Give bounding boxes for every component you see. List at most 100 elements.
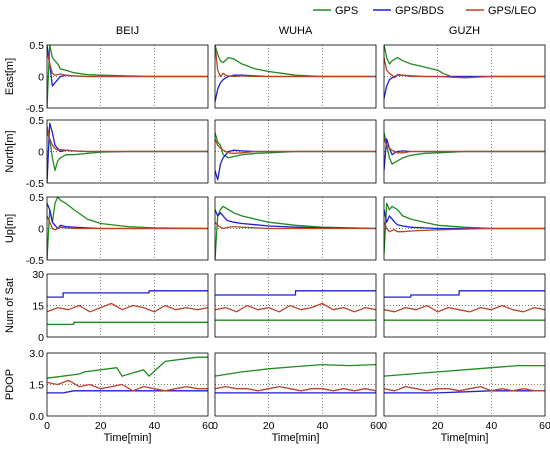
- series-line: [47, 215, 208, 231]
- y-tick-label: 0.0: [29, 411, 44, 423]
- station-title: GUZH: [449, 25, 480, 37]
- series-line: [384, 364, 545, 377]
- panel-frame: [383, 44, 546, 109]
- series-line: [384, 385, 545, 392]
- panel: 0.5 0 -0.5: [26, 115, 209, 190]
- row-ylabel: PDOP: [4, 369, 16, 400]
- y-tick-label: 0: [38, 147, 44, 159]
- series-line: [384, 138, 545, 154]
- x-axis-label: Time[min]: [272, 432, 320, 444]
- panel-frame: [214, 196, 377, 261]
- y-tick-label: -0.5: [26, 178, 44, 190]
- panel: [214, 196, 377, 261]
- panel-background: [215, 353, 376, 416]
- panel: [383, 44, 546, 109]
- row-ylabel: Num of Sat: [4, 278, 16, 333]
- series-line: [215, 290, 376, 296]
- y-tick-label: 0.5: [29, 40, 44, 52]
- panel-frame: [214, 44, 377, 109]
- y-tick-label: 15: [32, 301, 44, 313]
- x-tick-label: 20: [95, 420, 107, 432]
- y-tick-label: 0.5: [29, 192, 44, 204]
- series-line: [47, 126, 208, 153]
- panel-background: [384, 274, 545, 337]
- series-line: [215, 205, 376, 260]
- series-line: [384, 390, 545, 394]
- y-tick-label: -0.5: [26, 255, 44, 267]
- panel: [383, 352, 546, 417]
- y-tick-label: 0: [38, 224, 44, 236]
- x-tick-label: 20: [263, 420, 275, 432]
- panel-background: [47, 274, 208, 337]
- series-line: [215, 221, 376, 230]
- panel-frame: [46, 352, 209, 417]
- x-tick-label: 60: [202, 420, 214, 432]
- series-line: [215, 45, 376, 78]
- x-tick-label: 0: [44, 420, 50, 432]
- series-line: [47, 321, 208, 326]
- series-line: [384, 290, 545, 298]
- panel-frame: [214, 273, 377, 338]
- series-line: [47, 290, 208, 298]
- series-line: [215, 363, 376, 377]
- panel-frame: [383, 352, 546, 417]
- x-tick-label: 0: [212, 420, 218, 432]
- legend-label: GPS/LEO: [488, 5, 537, 17]
- panel: 30 15 0: [32, 269, 209, 344]
- series-line: [384, 221, 545, 233]
- panel: [214, 273, 377, 338]
- legend: GPS GPS/BDS GPS/LEO: [313, 5, 537, 17]
- series-line: [47, 379, 208, 392]
- panel: [383, 119, 546, 184]
- panel-frame: [383, 196, 546, 261]
- panel: 0.5 0 -0.5: [26, 192, 209, 267]
- series-line: [47, 51, 208, 78]
- panel-frame: [214, 352, 377, 417]
- panel-frame: [383, 273, 546, 338]
- series-line: [215, 138, 376, 155]
- series-line: [215, 209, 376, 230]
- panel: [214, 44, 377, 109]
- row-ylabel: East[m]: [4, 58, 16, 95]
- panel-frame: [46, 196, 209, 261]
- series-line: [215, 45, 376, 78]
- y-tick-label: 0.5: [29, 115, 44, 127]
- panel-background: [215, 274, 376, 337]
- y-tick-label: 3.0: [29, 348, 44, 360]
- station-titles: BEIJ WUHA GUZH: [116, 25, 480, 37]
- y-tick-label: -0.5: [26, 103, 44, 115]
- y-tick-label: 30: [32, 269, 44, 281]
- y-tick-label: 0: [38, 332, 44, 344]
- station-title: BEIJ: [116, 25, 139, 37]
- row-ylabel: Up[m]: [4, 214, 16, 243]
- series-line: [47, 302, 208, 313]
- series-line: [384, 57, 545, 79]
- panel: [214, 119, 377, 184]
- panel-frame: [46, 273, 209, 338]
- x-axis-label: Time[min]: [104, 432, 152, 444]
- station-title: WUHA: [279, 25, 313, 37]
- series-line: [215, 385, 376, 392]
- panel: [383, 196, 546, 261]
- panel: 0.5 0 -0.5: [26, 40, 209, 115]
- panel-frame: [46, 119, 209, 184]
- x-axes: 0 20 40 60 Time[min] 0 20 40 60 Time[min] 0 20 40 60 T…: [44, 420, 550, 444]
- x-tick-label: 40: [316, 420, 328, 432]
- series-line: [384, 304, 545, 313]
- row-ylabel: North[m]: [4, 130, 16, 172]
- panel: [214, 352, 377, 417]
- series-line: [384, 202, 545, 254]
- x-tick-label: 60: [539, 420, 550, 432]
- panel-frame: [383, 119, 546, 184]
- legend-label: GPS: [335, 5, 358, 17]
- panel-frame: [214, 119, 377, 184]
- x-tick-label: 20: [432, 420, 444, 432]
- x-tick-label: 40: [148, 420, 160, 432]
- y-tick-label: 0: [38, 72, 44, 84]
- panel: [383, 273, 546, 338]
- x-tick-label: 0: [381, 420, 387, 432]
- y-tick-label: 1.5: [29, 380, 44, 392]
- x-tick-label: 40: [485, 420, 497, 432]
- x-tick-label: 60: [370, 420, 382, 432]
